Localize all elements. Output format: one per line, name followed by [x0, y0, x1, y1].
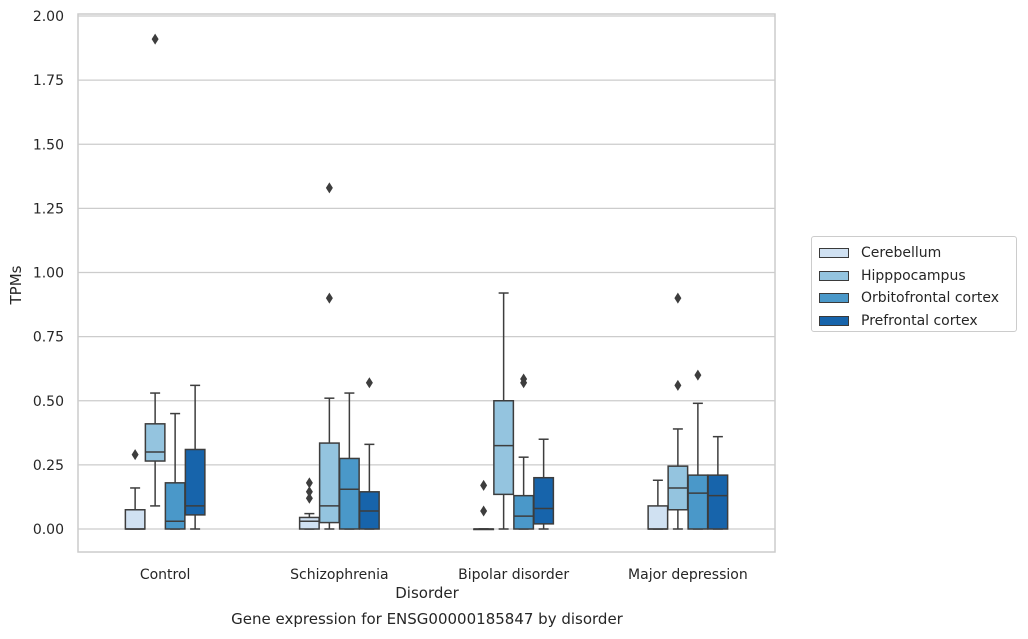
y-tick-label: 1.25 — [33, 201, 64, 217]
legend-swatch — [819, 315, 849, 326]
box-cerebellum-0 — [124, 449, 146, 530]
box-cerebellum-2 — [473, 479, 495, 531]
box-body — [687, 474, 709, 530]
outlier-point — [305, 477, 313, 489]
legend-label: Orbitofrontal cortex — [861, 290, 999, 307]
legend-item: Prefrontal cortex — [819, 310, 1009, 333]
box-body — [184, 448, 206, 516]
x-tick-label: Major depression — [628, 567, 748, 583]
outlier-point — [674, 379, 682, 391]
box-body — [164, 482, 186, 530]
outlier-point — [480, 505, 488, 517]
y-tick-label: 0.25 — [33, 458, 64, 474]
y-tick-labels: 0.00 0.25 0.50 0.75 1.00 1.25 1.50 1.75 2.00 — [33, 9, 64, 538]
outlier-point — [674, 292, 682, 304]
box-body — [318, 442, 340, 524]
outlier-point — [365, 377, 373, 389]
box-prefrontal-cortex-3 — [707, 435, 729, 530]
outlier-point — [520, 373, 528, 385]
box-prefrontal-cortex-0 — [184, 384, 206, 530]
legend-label: Cerebellum — [861, 245, 942, 262]
outlier-point — [131, 449, 139, 461]
outlier-point — [480, 479, 488, 491]
box-body — [298, 516, 320, 530]
box-body — [144, 423, 166, 462]
outlier-point — [305, 492, 313, 504]
chart-caption: Gene expression for ENSG00000185847 by d… — [231, 610, 623, 628]
outlier-point — [151, 33, 159, 45]
box-orbitofrontal-cortex-3 — [687, 369, 709, 530]
boxes-layer — [124, 33, 729, 531]
outlier-point — [694, 369, 702, 381]
legend-item: Hipppocampus — [819, 265, 1009, 288]
box-hipppocampus-0 — [144, 33, 166, 507]
box-hipppocampus-3 — [667, 292, 689, 530]
y-axis-label: TPMs — [7, 265, 25, 305]
box-body — [338, 457, 360, 530]
box-prefrontal-cortex-2 — [533, 438, 555, 530]
box-body — [647, 505, 669, 530]
gridlines — [78, 15, 775, 530]
x-tick-label: Schizophrenia — [290, 567, 388, 583]
legend-item: Orbitofrontal cortex — [819, 287, 1009, 310]
box-orbitofrontal-cortex-0 — [164, 412, 186, 530]
box-body — [513, 494, 535, 530]
outlier-point — [325, 182, 333, 194]
legend-item: Cerebellum — [819, 242, 1009, 265]
box-body — [124, 509, 146, 530]
outlier-point — [325, 292, 333, 304]
box-cerebellum-3 — [647, 479, 669, 530]
y-tick-label: 1.75 — [33, 73, 64, 89]
box-body — [493, 400, 515, 496]
x-tick-label: Control — [140, 567, 191, 583]
y-tick-label: 1.50 — [33, 137, 64, 153]
box-body — [707, 474, 729, 530]
y-tick-label: 0.75 — [33, 330, 64, 346]
x-tick-label: Bipolar disorder — [458, 567, 569, 583]
legend-swatch — [819, 270, 849, 281]
legend: Cerebellum Hipppocampus Orbitofrontal cort… — [811, 236, 1017, 332]
box-prefrontal-cortex-1 — [358, 377, 380, 530]
x-tick-labels: Control Schizophrenia Bipolar disorder Majo… — [140, 567, 748, 583]
y-tick-label: 0.00 — [33, 522, 64, 538]
box-orbitofrontal-cortex-1 — [338, 392, 360, 530]
legend-swatch — [819, 248, 849, 259]
x-axis-label: Disorder — [395, 584, 459, 602]
box-hipppocampus-2 — [493, 292, 515, 530]
outlier-point — [305, 486, 313, 498]
legend-label: Prefrontal cortex — [861, 312, 978, 329]
plot-frame — [77, 13, 776, 553]
box-orbitofrontal-cortex-2 — [513, 373, 535, 530]
box-hipppocampus-1 — [318, 182, 340, 530]
y-tick-label: 2.00 — [33, 9, 64, 25]
y-tick-label: 0.50 — [33, 394, 64, 410]
box-cerebellum-1 — [298, 477, 320, 530]
y-tick-label: 1.00 — [33, 266, 64, 282]
legend-label: Hipppocampus — [861, 267, 966, 284]
legend-swatch — [819, 293, 849, 304]
box-body — [533, 476, 555, 525]
